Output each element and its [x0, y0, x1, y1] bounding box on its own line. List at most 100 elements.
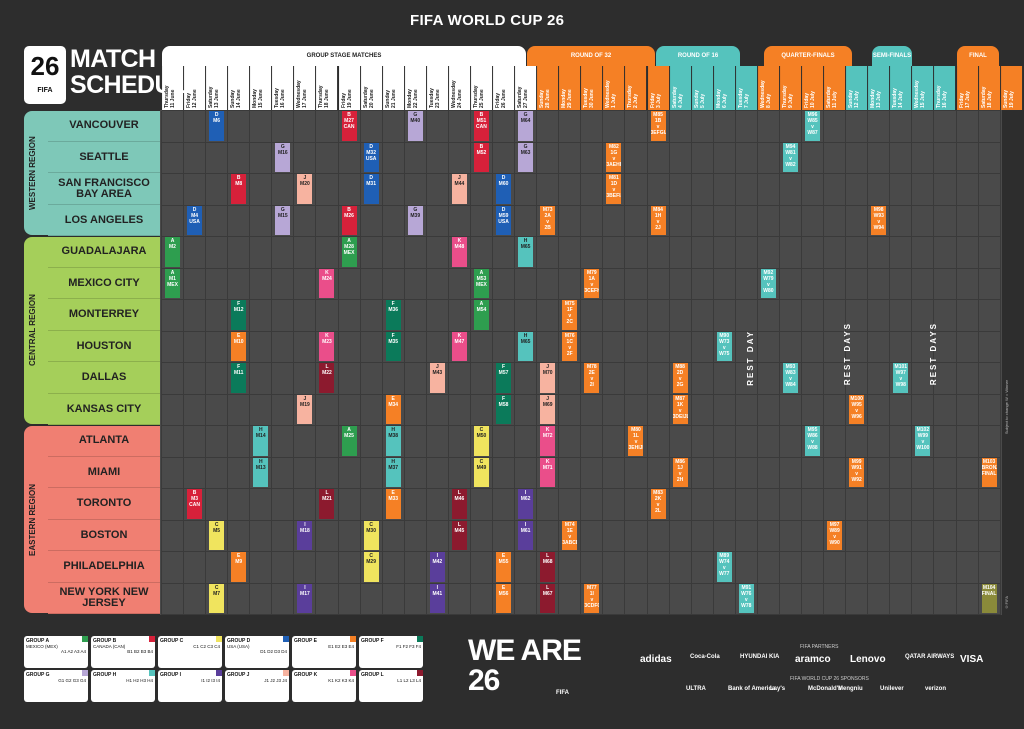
grid-vline	[712, 111, 714, 615]
city-9: KANSAS CITY	[48, 394, 160, 425]
grid-vline	[205, 111, 207, 615]
match-cell: D M59 USA	[496, 205, 512, 235]
partner-logo-2: HYUNDAI KIA	[740, 654, 780, 660]
date-header-37: Saturday 18 July	[978, 66, 1000, 110]
match-cell: M92 W79 v W80	[760, 268, 776, 298]
date-header-23: Saturday 4 July	[669, 66, 691, 110]
match-cell: M85 1B v 3EFGIJ	[650, 111, 666, 141]
legend-group-name: GROUP B	[93, 638, 117, 644]
world-cup-logo: 26 FIFA	[24, 46, 66, 104]
match-cell: G M39	[407, 205, 423, 235]
match-cell: G M16	[275, 142, 291, 172]
date-header-29: Friday 10 July	[802, 66, 824, 110]
rest-day-label: REST DAY	[746, 330, 755, 386]
date-header-3: Sunday 14 June	[228, 66, 250, 110]
match-cell: F M57	[496, 363, 512, 393]
match-cell: M77 1I v 3CDFGH	[584, 583, 600, 613]
grid-hline	[162, 110, 1001, 111]
match-cell: M99 W91 v W92	[849, 457, 865, 487]
match-cell: M93 W83 v W84	[782, 363, 798, 393]
match-cell: M95 W86 v W88	[805, 426, 821, 456]
date-header-34: Wednesday 15 July	[912, 66, 934, 110]
match-cell: I M61	[518, 520, 534, 550]
city-14: PHILADELPHIA	[48, 552, 160, 583]
grid-vline	[425, 111, 427, 615]
match-cell: M103 BRONZE FINAL	[981, 457, 997, 487]
stage-header-r32: ROUND OF 32	[527, 46, 655, 66]
match-cell: M82 1G v 3AEHIJ	[606, 142, 622, 172]
logo-number: 26	[30, 51, 60, 81]
match-cell: F M36	[385, 300, 401, 330]
legend-group-name: GROUP G	[26, 672, 50, 678]
match-cell: I M17	[297, 583, 313, 613]
city-15: NEW YORK NEW JERSEY	[48, 583, 160, 614]
match-cell: I M62	[518, 489, 534, 519]
region-label-0: WESTERN REGION	[28, 136, 37, 210]
match-cell: H M65	[518, 331, 534, 361]
grid-vline	[271, 111, 273, 615]
date-header-6: Wednesday 17 June	[294, 66, 316, 110]
match-cell: D M60	[496, 174, 512, 204]
legend-color-swatch	[82, 636, 88, 642]
match-cell: E M56	[496, 583, 512, 613]
date-header-15: Friday 26 June	[493, 66, 515, 110]
match-cell: L M68	[540, 552, 556, 582]
legend-group-a: GROUP A MEXICO (MEX) A1 A2 A3 A4	[24, 636, 88, 668]
legend-group-name: GROUP C	[160, 638, 184, 644]
match-cell: B M26	[341, 205, 357, 235]
region-label-2: EASTERN REGION	[28, 483, 37, 556]
sponsor-logo-6: verizon	[925, 686, 947, 692]
grid-vline	[161, 111, 162, 615]
match-cell: D M6	[209, 111, 225, 141]
match-cell: M76 1C v 2F	[562, 331, 578, 361]
match-cell: I M41	[429, 583, 445, 613]
date-header-4: Monday 15 June	[250, 66, 272, 110]
legend-teams: B1 B2 B3 B4	[127, 649, 153, 654]
match-cell: C M50	[473, 426, 489, 456]
partner-logo-3: aramco	[795, 654, 831, 665]
stage-header-group: GROUP STAGE MATCHES	[162, 46, 526, 66]
legend-teams: A1 A2 A3 A4	[60, 649, 86, 654]
schedule-heading-line1: MATCH	[70, 45, 156, 73]
legend-color-swatch	[417, 636, 423, 642]
grid-hline	[162, 614, 1001, 615]
grid-hline	[162, 551, 1001, 552]
legend-group-e: GROUP E E1 E2 E3 E4	[292, 636, 356, 668]
legend-teams: J1 J2 J3 J4	[264, 678, 287, 683]
legend-host: USA (USA)	[227, 644, 250, 649]
partner-logo-1: Coca-Cola	[690, 654, 720, 660]
date-header-18: Monday 29 June	[559, 66, 581, 110]
legend-group-name: GROUP L	[361, 672, 384, 678]
match-cell: E M55	[496, 552, 512, 582]
date-header-1: Friday 12 June	[184, 66, 206, 110]
legend-group-d: GROUP D USA (USA) D1 D2 D3 D4	[225, 636, 289, 668]
match-cell: H M38	[385, 426, 401, 456]
grid-hline	[162, 425, 1001, 426]
match-cell: G M40	[407, 111, 423, 141]
grid-vline	[602, 111, 604, 615]
match-cell: C M49	[473, 457, 489, 487]
grid-vline	[183, 111, 185, 615]
city-11: MIAMI	[48, 457, 160, 488]
partner-logo-4: Lenovo	[850, 654, 886, 665]
grid-vline	[778, 111, 780, 615]
match-cell: L M67	[540, 583, 556, 613]
city-5: MEXICO CITY	[48, 268, 160, 299]
grid-vline	[381, 111, 383, 615]
sponsor-logo-4: Mengniu	[838, 686, 863, 692]
match-cell: D M32 USA	[363, 142, 379, 172]
date-header-24: Sunday 5 July	[691, 66, 713, 110]
match-cell: K M72	[540, 426, 556, 456]
match-cell: E M10	[231, 331, 247, 361]
match-cell: A M25	[341, 426, 357, 456]
match-cell: M74 1E v 3ABCDF	[562, 520, 578, 550]
date-header-7: Thursday 18 June	[316, 66, 338, 110]
legend-group-i: GROUP I I1 I2 I3 I4	[158, 670, 222, 702]
grid-vline	[999, 111, 1001, 615]
match-cell: J M70	[540, 363, 556, 393]
grid-hline	[162, 141, 1001, 143]
grid-vline	[315, 111, 317, 615]
city-0: VANCOUVER	[48, 111, 160, 142]
legend-group-l: GROUP L L1 L2 L3 L4	[359, 670, 423, 702]
legend-color-swatch	[216, 670, 222, 676]
